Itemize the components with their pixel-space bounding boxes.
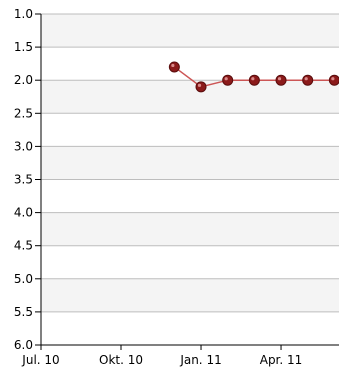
data-point — [222, 74, 234, 86]
data-point-highlight — [251, 77, 255, 81]
grid-band — [41, 212, 339, 246]
data-point-highlight — [277, 77, 282, 81]
grid-band — [41, 311, 339, 345]
y-tick-label: 4.5 — [14, 239, 33, 253]
y-tick-label: 5.0 — [14, 272, 33, 286]
data-point — [168, 61, 180, 73]
data-point-highlight — [224, 77, 228, 81]
grid-band — [41, 14, 339, 48]
y-tick-label: 2.5 — [14, 106, 33, 120]
data-point-highlight — [197, 83, 202, 87]
y-tick-label: 4.0 — [14, 206, 33, 220]
data-point-highlight — [331, 77, 335, 81]
y-tick-label: 2.0 — [14, 73, 33, 87]
data-point — [248, 74, 260, 86]
y-tick-label: 6.0 — [14, 338, 33, 352]
grid-band — [41, 245, 339, 279]
data-point — [328, 74, 339, 86]
data-point — [275, 74, 287, 86]
x-tick-label: Jan. 11 — [179, 353, 221, 367]
grid-band — [41, 47, 339, 81]
grid-band — [41, 80, 339, 114]
grid-band — [41, 146, 339, 180]
grid-band — [41, 113, 339, 147]
x-tick-label: Apr. 11 — [260, 353, 303, 367]
y-tick-label: 5.5 — [14, 305, 33, 319]
y-tick-label: 3.0 — [14, 139, 33, 153]
y-tick-label: 1.0 — [14, 7, 33, 21]
x-tick-label: Okt. 10 — [99, 353, 143, 367]
grid-band — [41, 179, 339, 213]
grid-band — [41, 278, 339, 312]
data-point — [195, 81, 207, 93]
y-tick-label: 3.5 — [14, 173, 33, 187]
data-point — [302, 74, 314, 86]
y-tick-label: 1.5 — [14, 40, 33, 54]
data-point-highlight — [304, 77, 308, 81]
x-tick-label: Jul. 10 — [21, 353, 59, 367]
data-point-highlight — [171, 63, 175, 68]
